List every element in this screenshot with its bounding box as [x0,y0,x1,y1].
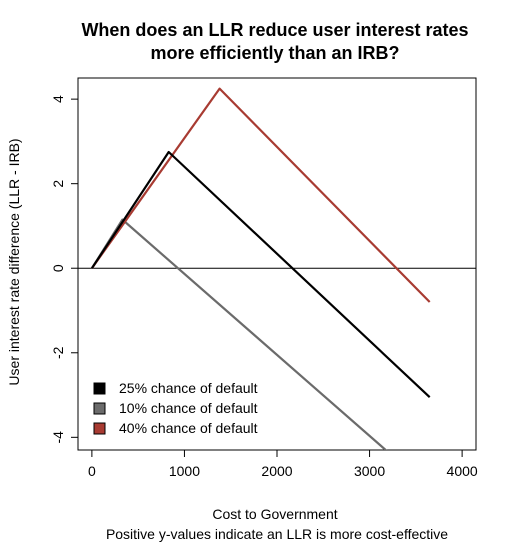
x-tick-label-4: 4000 [447,463,478,479]
series-line-0 [90,150,431,399]
series-line-1 [90,218,388,450]
x-axis-label: Cost to Government [212,506,337,522]
x-tick-label-0: 0 [88,463,96,479]
chart-title-line-1: When does an LLR reduce user interest ra… [81,20,468,40]
legend-swatch-2 [93,422,106,435]
x-tick-label-1: 1000 [169,463,200,479]
plot-area: 0 1000 2000 3000 4000 -4 -2 0 2 4 25% chance of de… [50,77,478,479]
x-axis-note: Positive y-values indicate an LLR is mor… [106,526,448,542]
y-tick-label-4: 4 [50,95,66,103]
legend-swatch-0 [93,382,106,395]
y-axis-label: User interest rate difference (LLR - IRB… [6,138,22,385]
legend-label-2: 40% chance of default [119,420,258,436]
x-tick-label-3: 3000 [354,463,385,479]
chart-title-line-2: more efficiently than an IRB? [150,43,399,63]
y-tick-label-3: 2 [50,180,66,188]
x-tick-label-2: 2000 [261,463,292,479]
series-line-2 [91,87,431,303]
y-tick-label-0: -4 [50,431,66,444]
y-tick-label-1: -2 [50,346,66,359]
legend-label-0: 25% chance of default [119,380,258,396]
y-tick-label-2: 0 [50,264,66,272]
legend-label-1: 10% chance of default [119,400,258,416]
legend-swatch-1 [93,402,106,415]
